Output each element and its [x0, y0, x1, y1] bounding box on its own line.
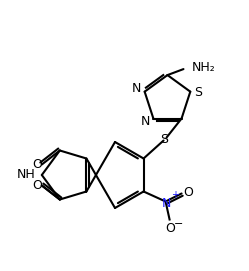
Text: O: O: [32, 179, 42, 192]
Text: N: N: [141, 115, 150, 128]
Text: N: N: [132, 82, 141, 95]
Text: S: S: [194, 86, 202, 99]
Text: S: S: [161, 133, 169, 146]
Text: O: O: [184, 186, 193, 199]
Text: N: N: [162, 197, 171, 210]
Text: +: +: [171, 189, 179, 199]
Text: NH₂: NH₂: [191, 61, 215, 74]
Text: −: −: [174, 218, 183, 228]
Text: O: O: [32, 158, 42, 171]
Text: O: O: [166, 222, 176, 235]
Text: NH: NH: [17, 169, 36, 182]
